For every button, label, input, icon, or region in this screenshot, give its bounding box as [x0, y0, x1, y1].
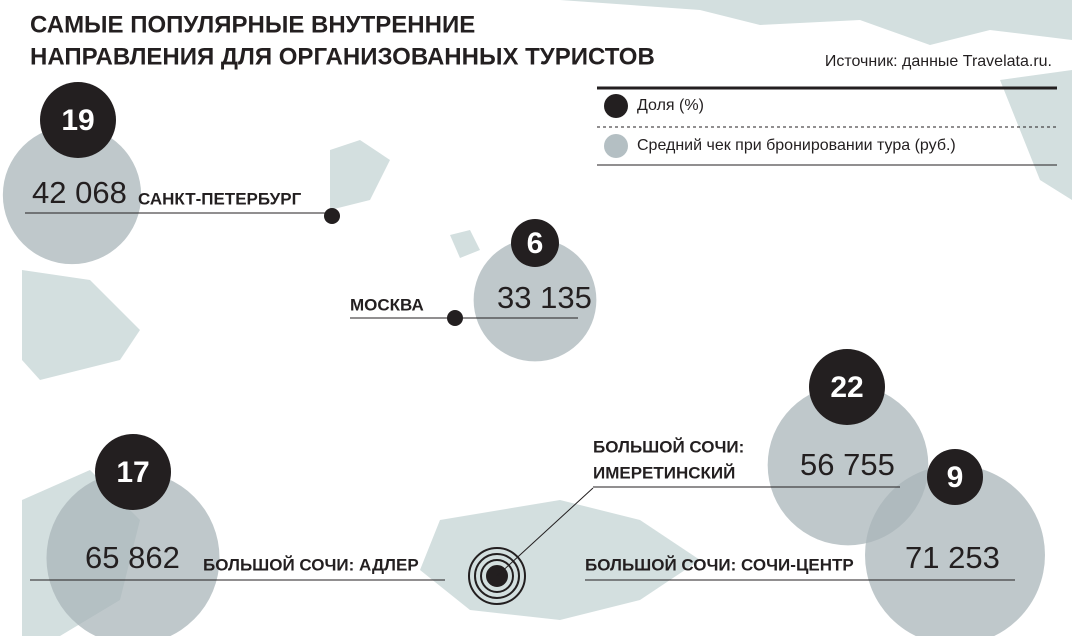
- share-circle: [511, 219, 559, 267]
- share-circle: [927, 449, 983, 505]
- city-dot: [447, 310, 463, 326]
- source: Источник: данные Travelata.ru.: [825, 53, 1052, 70]
- share-value: 9: [947, 461, 964, 494]
- share-value: 6: [527, 227, 544, 260]
- title-line: НАПРАВЛЕНИЯ ДЛЯ ОРГАНИЗОВАННЫХ ТУРИСТОВ: [30, 43, 655, 70]
- destination-name: ИМЕРЕТИНСКИЙ: [593, 463, 735, 482]
- check-value: 65 862: [85, 540, 180, 575]
- check-bubble: [2, 125, 142, 265]
- check-bubble: [865, 465, 1045, 636]
- legend-label: Средний чек при бронировании тура (руб.): [637, 137, 956, 154]
- check-value: 33 135: [497, 280, 592, 315]
- legend-swatch: [604, 94, 628, 118]
- share-circle: [40, 82, 116, 158]
- legend-label: Доля (%): [637, 97, 704, 114]
- destination-name: МОСКВА: [350, 295, 424, 314]
- legend-swatch: [604, 134, 628, 158]
- share-value: 22: [830, 371, 863, 404]
- destination-name: БОЛЬШОЙ СОЧИ:: [593, 437, 744, 456]
- city-dot: [324, 208, 340, 224]
- check-bubble: [46, 471, 220, 636]
- check-value: 56 755: [800, 447, 895, 482]
- share-value: 17: [116, 456, 149, 489]
- destination-name: БОЛЬШОЙ СОЧИ: АДЛЕР: [203, 555, 419, 574]
- share-circle: [809, 349, 885, 425]
- check-bubble: [473, 238, 597, 362]
- share-value: 19: [61, 104, 94, 137]
- sochi-marker: [468, 487, 594, 605]
- destination-name: САНКТ-ПЕТЕРБУРГ: [138, 189, 302, 208]
- title-line: САМЫЕ ПОПУЛЯРНЫЕ ВНУТРЕННИЕ: [30, 11, 475, 38]
- destination-name: БОЛЬШОЙ СОЧИ: СОЧИ-ЦЕНТР: [585, 555, 854, 574]
- share-circle: [95, 434, 171, 510]
- check-value: 71 253: [905, 540, 1000, 575]
- check-value: 42 068: [32, 175, 127, 210]
